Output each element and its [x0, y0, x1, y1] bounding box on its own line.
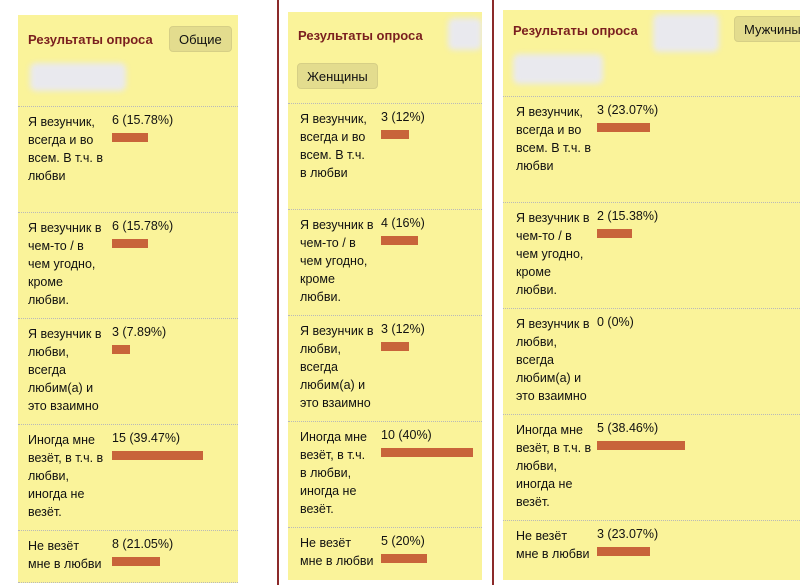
result-bar [112, 345, 130, 354]
result-bar [597, 229, 632, 238]
option-label: Иногда мне везёт, в т.ч. в любви, иногда… [516, 423, 592, 509]
option-label: Иногда мне везёт, в т.ч. в любви, иногда… [28, 433, 104, 519]
result-row: Я везучник в чем-то / в чем угодно, кром… [288, 209, 482, 315]
option-label: Не везёт мне в любви [516, 529, 590, 561]
blurred-content [30, 63, 126, 91]
result-bar [381, 130, 409, 139]
option-value: 3 (23.07%) [597, 103, 659, 117]
result-bar [597, 547, 650, 556]
result-row: Не везёт мне в любви 3 (23.07%) [503, 520, 800, 580]
option-label: Я везучник в чем-то / в чем угодно, кром… [300, 218, 374, 304]
option-value: 3 (23.07%) [597, 527, 659, 541]
option-label: Я везунчик, всегда и во всем. В т.ч. в л… [300, 112, 367, 180]
option-value: 3 (7.89%) [112, 325, 167, 339]
result-bar [381, 554, 427, 563]
option-label: Не везёт мне в любви [300, 536, 374, 568]
option-label: Я везунчик в любви, всегда любим(а) и эт… [516, 317, 590, 403]
divider-right [492, 0, 494, 585]
option-value: 5 (20%) [381, 534, 425, 548]
tab-women[interactable]: Женщины [297, 63, 378, 89]
poll-results-panel-general: Результаты опроса Общие Я везунчик, всег… [18, 15, 238, 583]
blurred-content [448, 18, 482, 50]
option-label: Я везучник в чем-то / в чем угодно, кром… [516, 211, 590, 297]
result-row: Я везунчик, всегда и во всем. В т.ч. в л… [18, 106, 238, 212]
result-row: Я везучник в чем-то / в чем угодно, кром… [18, 212, 238, 318]
result-bar [597, 441, 685, 450]
result-bar [381, 448, 473, 457]
result-bar [112, 557, 160, 566]
option-value: 6 (15.78%) [112, 113, 174, 127]
result-row: Иногда мне везёт, в т.ч. в любви, иногда… [288, 421, 482, 527]
option-value: 0 (0%) [597, 315, 634, 329]
option-label: Я везунчик в любви, всегда любим(а) и эт… [300, 324, 374, 410]
result-row: Не везёт мне в любви 8 (21.05%) [18, 530, 238, 583]
option-label: Не везёт мне в любви [28, 539, 102, 571]
result-row: Я везунчик, всегда и во всем. В т.ч. в л… [288, 103, 482, 209]
result-bar [597, 123, 650, 132]
option-label: Иногда мне везёт, в т.ч. в любви, иногда… [300, 430, 368, 516]
result-bar [112, 451, 203, 460]
panel-title: Результаты опроса [513, 23, 638, 38]
result-row: Иногда мне везёт, в т.ч. в любви, иногда… [18, 424, 238, 530]
option-value: 2 (15.38%) [597, 209, 659, 223]
result-row: Иногда мне везёт, в т.ч. в любви, иногда… [503, 414, 800, 520]
tab-men[interactable]: Мужчины [734, 16, 800, 42]
result-row: Я везунчик в любви, всегда любим(а) и эт… [288, 315, 482, 421]
option-value: 6 (15.78%) [112, 219, 174, 233]
option-label: Я везунчик, всегда и во всем. В т.ч. в л… [516, 105, 591, 173]
result-bar [381, 342, 409, 351]
divider-left [277, 0, 279, 585]
result-row: Не везёт мне в любви 5 (20%) [288, 527, 482, 580]
option-value: 15 (39.47%) [112, 431, 181, 445]
result-bar [381, 236, 418, 245]
result-bar [112, 239, 148, 248]
result-row: Я везунчик в любви, всегда любим(а) и эт… [18, 318, 238, 424]
option-label: Я везучник в чем-то / в чем угодно, кром… [28, 221, 102, 307]
poll-results-panel-men: Результаты опроса Мужчины Я везунчик, вс… [503, 10, 800, 580]
option-value: 8 (21.05%) [112, 537, 174, 551]
result-row: Я везучник в чем-то / в чем угодно, кром… [503, 202, 800, 308]
option-value: 3 (12%) [381, 110, 425, 124]
tab-general[interactable]: Общие [169, 26, 232, 52]
blurred-content [653, 14, 719, 52]
option-value: 10 (40%) [381, 428, 432, 442]
result-bar [112, 133, 148, 142]
option-value: 3 (12%) [381, 322, 425, 336]
result-row: Я везунчик в любви, всегда любим(а) и эт… [503, 308, 800, 414]
option-value: 4 (16%) [381, 216, 425, 230]
bottom-dotted-line [18, 582, 238, 583]
panel-title: Результаты опроса [298, 28, 423, 43]
result-row: Я везунчик, всегда и во всем. В т.ч. в л… [503, 96, 800, 202]
option-value: 5 (38.46%) [597, 421, 659, 435]
option-label: Я везунчик, всегда и во всем. В т.ч. в л… [28, 115, 103, 183]
option-label: Я везунчик в любви, всегда любим(а) и эт… [28, 327, 102, 413]
panel-title: Результаты опроса [28, 32, 153, 47]
poll-results-panel-women: Результаты опроса Женщины Я везунчик, вс… [288, 12, 482, 580]
blurred-content [513, 54, 603, 84]
